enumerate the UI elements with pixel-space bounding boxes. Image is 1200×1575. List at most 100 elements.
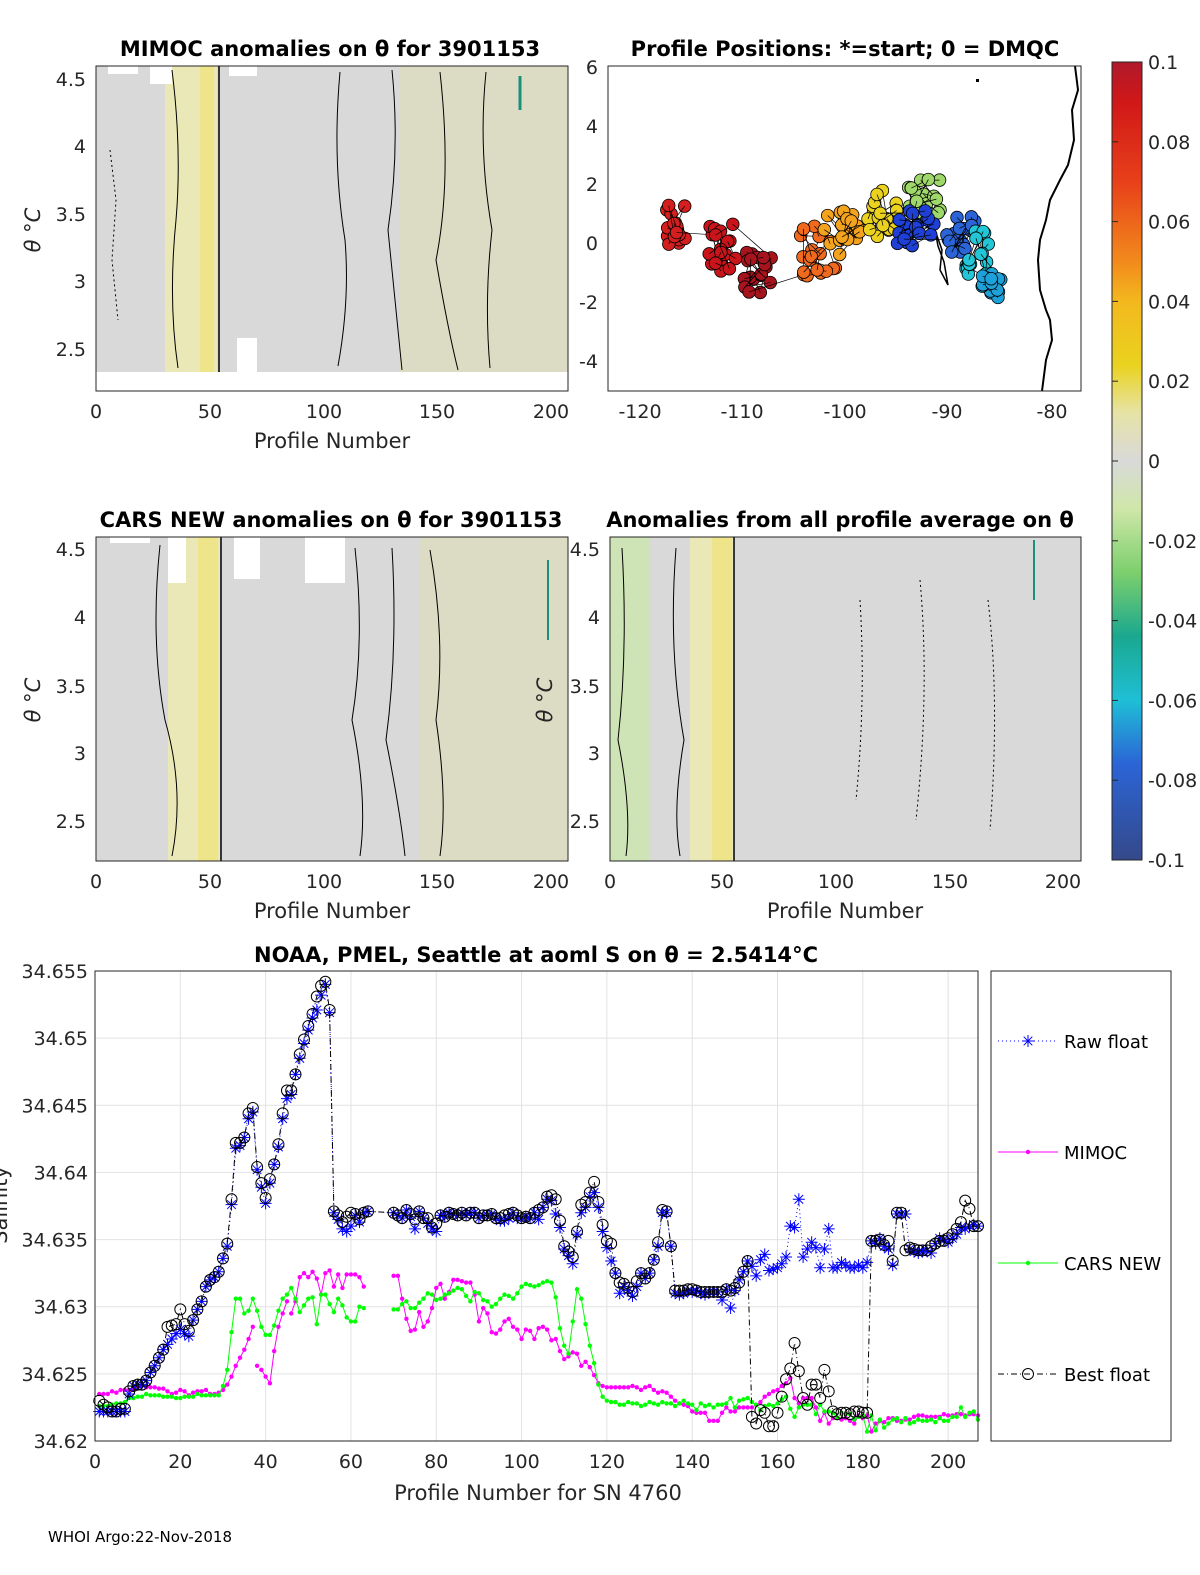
mimoc-marker (570, 1350, 575, 1355)
average-anomaly-panel: Anomalies from all profile average on θ … (533, 508, 1082, 923)
salinity-xtick: 120 (589, 1451, 625, 1473)
mimoc-marker (250, 1324, 256, 1330)
cars-new-marker (190, 1394, 196, 1399)
cars-new-marker (353, 1319, 358, 1324)
mimoc-marker (301, 1270, 307, 1276)
raw-float-marker (903, 1242, 916, 1255)
best-float-marker (400, 1204, 413, 1217)
cars-new-marker (958, 1405, 964, 1410)
mimoc-marker (434, 1285, 439, 1291)
mimoc-marker (638, 1387, 644, 1393)
cars-new-marker (259, 1324, 264, 1330)
mimoc-marker (758, 1399, 763, 1405)
best-float-marker (340, 1210, 353, 1223)
cars-new-marker (864, 1429, 870, 1434)
average-contour-dotted (987, 599, 996, 831)
salinity-xtick: 40 (254, 1451, 278, 1473)
cars-new-marker (335, 1296, 341, 1301)
average-xtick: 50 (710, 871, 734, 893)
best-float-marker (950, 1222, 963, 1235)
cars-new-marker (681, 1398, 686, 1403)
mimoc-marker (459, 1279, 465, 1284)
mimoc-marker (613, 1385, 618, 1390)
mimoc-marker (506, 1316, 511, 1322)
average-contour (617, 547, 629, 857)
mimoc-marker (335, 1272, 341, 1277)
mimoc-marker (237, 1355, 243, 1360)
colorbar-tick-label: 0.04 (1148, 291, 1190, 313)
mimoc-ticks: 0 50 100 150 200 4.5 4 3.5 3 2.5 (56, 69, 569, 423)
cars-new-marker (732, 1405, 738, 1410)
mimoc-marker (178, 1387, 183, 1393)
raw-float-marker (797, 1251, 810, 1264)
cars-new-marker (216, 1393, 221, 1398)
best-float-marker (771, 1406, 784, 1419)
best-float-marker (152, 1351, 165, 1364)
best-float-marker (954, 1216, 967, 1229)
mimoc-marker (480, 1305, 486, 1311)
raw-float-marker (532, 1213, 545, 1226)
raw-float-marker (733, 1273, 746, 1286)
cars-gap (168, 537, 186, 583)
cars-new-marker (203, 1393, 209, 1398)
mimoc-marker (707, 1418, 712, 1424)
mimoc-marker (668, 1394, 674, 1399)
cars-new-marker (702, 1403, 708, 1409)
mimoc-marker (634, 1385, 639, 1390)
best-float-marker (822, 1385, 835, 1398)
best-float-marker (596, 1218, 609, 1231)
best-float-marker (549, 1193, 562, 1206)
cars-new-marker (583, 1321, 588, 1327)
mimoc-marker (719, 1410, 725, 1416)
salinity-xtick: 100 (503, 1451, 539, 1473)
best-float-marker (809, 1378, 822, 1391)
positions-xtick: -80 (1036, 401, 1067, 423)
mimoc-marker (920, 1413, 925, 1418)
mimoc-marker (173, 1390, 179, 1395)
mimoc-marker (775, 1387, 780, 1393)
cars-new-marker (438, 1296, 443, 1301)
best-float-marker (225, 1193, 238, 1206)
cars-new-marker (271, 1323, 277, 1328)
mimoc-marker (881, 1420, 887, 1425)
mimoc-marker (907, 1417, 912, 1422)
mimoc-marker (118, 1387, 123, 1393)
mimoc-marker (276, 1324, 281, 1330)
salinity-xlabel: Profile Number for SN 4760 (394, 1481, 682, 1505)
raw-float-marker (814, 1261, 827, 1274)
cars-new-marker (945, 1418, 951, 1424)
mimoc-contour (336, 71, 347, 367)
raw-float-marker (737, 1265, 750, 1278)
raw-float-marker (353, 1216, 366, 1229)
best-float-marker (605, 1237, 618, 1250)
cars-new-marker (297, 1309, 302, 1315)
best-float-marker (114, 1402, 127, 1415)
cars-new-marker (907, 1421, 912, 1426)
float-track (660, 172, 1008, 305)
track-segment (748, 274, 804, 293)
cars-new-series (97, 1279, 981, 1434)
raw-float-marker (161, 1338, 174, 1351)
mimoc-marker (621, 1385, 627, 1390)
footer-timestamp: WHOI Argo:22-Nov-2018 (48, 1528, 232, 1546)
average-cool-band (610, 537, 650, 861)
best-float-marker (669, 1284, 682, 1297)
mimoc-gap (237, 338, 257, 372)
cars-new-marker (425, 1291, 430, 1296)
cars-new-marker (451, 1288, 456, 1293)
raw-float-marker (916, 1245, 929, 1258)
cars-new-marker (630, 1401, 635, 1406)
cars-new-marker (672, 1403, 678, 1409)
mimoc-marker (114, 1390, 119, 1395)
cars-new-marker (792, 1414, 797, 1420)
cars-new-marker (553, 1295, 558, 1300)
best-float-marker (229, 1136, 242, 1149)
cars-new-marker (660, 1399, 665, 1405)
cars-new-marker (246, 1308, 251, 1313)
best-float-marker (775, 1390, 788, 1403)
cars-new-marker (881, 1425, 887, 1430)
cars-xtick: 200 (533, 871, 569, 893)
best-float-marker (285, 1084, 298, 1097)
mimoc-marker (600, 1383, 605, 1389)
best-float-marker (664, 1240, 677, 1253)
